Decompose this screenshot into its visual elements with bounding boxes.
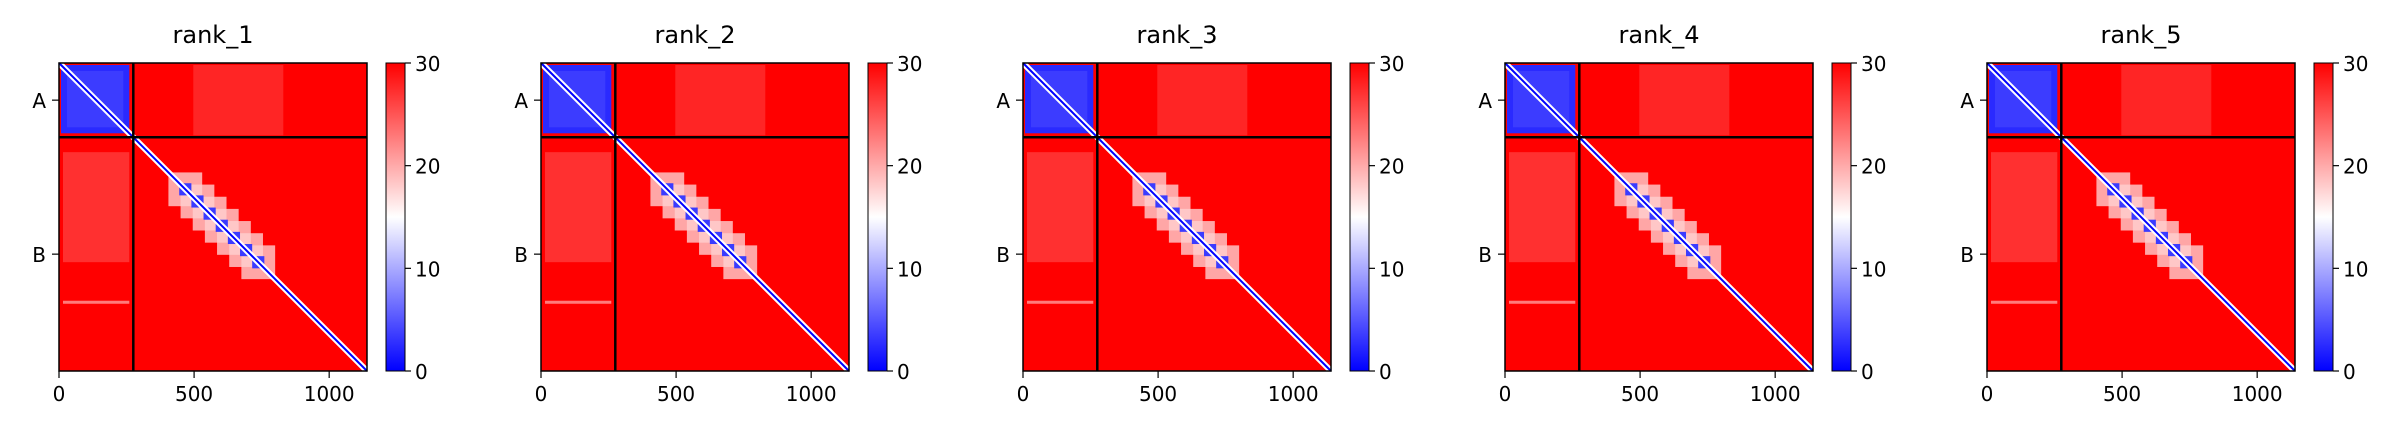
colorbar-tick-label: 30 — [2343, 52, 2368, 76]
offdiag-streak-ab — [2121, 65, 2212, 136]
panel-5: rank_5 A B 0 500 1000 0 10 20 30 — [1960, 21, 2368, 406]
offdiag-streak-ba — [63, 152, 130, 263]
y-tick-label: A — [1478, 89, 1492, 113]
y-tick-label: A — [996, 89, 1010, 113]
panel-title: rank_1 — [173, 21, 254, 49]
y-tick-label: B — [514, 243, 528, 267]
offdiag-line — [545, 300, 612, 304]
offdiag-line — [1991, 300, 2058, 304]
plot-frame — [1022, 62, 1332, 372]
x-tick-label: 0 — [1017, 382, 1030, 406]
offdiag-line — [1027, 300, 1094, 304]
x-tick-label: 1000 — [304, 382, 355, 406]
plot-frame — [1986, 62, 2296, 372]
colorbar-tick-label: 10 — [2343, 257, 2368, 281]
offdiag-line — [1509, 300, 1576, 304]
offdiag-line — [63, 300, 130, 304]
diagonal-line — [1986, 62, 2296, 372]
panel-1: rank_1 A B 0 500 1000 0 10 20 30 — [32, 21, 440, 406]
y-tick-label: A — [514, 89, 528, 113]
x-tick-label: 500 — [2103, 382, 2141, 406]
panel-title: rank_4 — [1619, 21, 1700, 49]
offdiag-streak-ba — [1991, 152, 2058, 263]
colorbar-tick-label: 0 — [2343, 360, 2356, 384]
colorbar-tick-label: 20 — [415, 155, 440, 179]
panel-2: rank_2 A B 0 500 1000 0 10 20 30 — [514, 21, 922, 406]
x-tick-label: 0 — [1499, 382, 1512, 406]
x-tick-label: 500 — [1621, 382, 1659, 406]
colorbar — [385, 62, 406, 372]
offdiag-streak-ba — [1027, 152, 1094, 263]
y-tick-label: B — [1478, 243, 1492, 267]
colorbar-tick-label: 0 — [897, 360, 910, 384]
x-tick-label: 0 — [53, 382, 66, 406]
offdiag-streak-ab — [193, 65, 284, 136]
y-tick-label: B — [996, 243, 1010, 267]
x-tick-label: 1000 — [2232, 382, 2283, 406]
x-tick-label: 1000 — [786, 382, 837, 406]
colorbar-tick-label: 0 — [415, 360, 428, 384]
diagonal-line — [540, 62, 850, 372]
diagonal-line — [58, 62, 368, 372]
y-tick-label: A — [32, 89, 46, 113]
colorbar-tick-label: 10 — [897, 257, 922, 281]
colorbar-tick-label: 20 — [897, 155, 922, 179]
y-tick-label: B — [1960, 243, 1974, 267]
panel-4: rank_4 A B 0 500 1000 0 10 20 30 — [1478, 21, 1886, 406]
panel-3: rank_3 A B 0 500 1000 0 10 20 30 — [996, 21, 1404, 406]
plot-frame — [540, 62, 850, 372]
y-tick-label: B — [32, 243, 46, 267]
diagonal-line — [1022, 62, 1332, 372]
colorbar-tick-label: 0 — [1379, 360, 1392, 384]
x-tick-label: 500 — [175, 382, 213, 406]
offdiag-streak-ba — [545, 152, 612, 263]
offdiag-streak-ab — [1639, 65, 1730, 136]
x-tick-label: 500 — [657, 382, 695, 406]
x-tick-label: 1000 — [1268, 382, 1319, 406]
x-tick-label: 1000 — [1750, 382, 1801, 406]
x-tick-label: 0 — [1981, 382, 1994, 406]
x-tick-label: 500 — [1139, 382, 1177, 406]
colorbar — [1831, 62, 1852, 372]
colorbar-tick-label: 10 — [1379, 257, 1404, 281]
offdiag-streak-ab — [675, 65, 766, 136]
colorbar — [1349, 62, 1370, 372]
colorbar-tick-label: 30 — [1861, 52, 1886, 76]
plot-frame — [58, 62, 368, 372]
y-tick-label: A — [1960, 89, 1974, 113]
panel-title: rank_2 — [655, 21, 736, 49]
colorbar — [2313, 62, 2334, 372]
colorbar — [867, 62, 888, 372]
colorbar-tick-label: 20 — [2343, 155, 2368, 179]
panel-title: rank_3 — [1137, 21, 1218, 49]
colorbar-tick-label: 10 — [415, 257, 440, 281]
colorbar-tick-label: 0 — [1861, 360, 1874, 384]
colorbar-tick-label: 10 — [1861, 257, 1886, 281]
colorbar-tick-label: 20 — [1379, 155, 1404, 179]
colorbar-tick-label: 30 — [897, 52, 922, 76]
offdiag-streak-ba — [1509, 152, 1576, 263]
colorbar-tick-label: 20 — [1861, 155, 1886, 179]
diagonal-line — [1504, 62, 1814, 372]
colorbar-tick-label: 30 — [1379, 52, 1404, 76]
offdiag-streak-ab — [1157, 65, 1248, 136]
plot-frame — [1504, 62, 1814, 372]
x-tick-label: 0 — [535, 382, 548, 406]
colorbar-tick-label: 30 — [415, 52, 440, 76]
panel-title: rank_5 — [2101, 21, 2182, 49]
